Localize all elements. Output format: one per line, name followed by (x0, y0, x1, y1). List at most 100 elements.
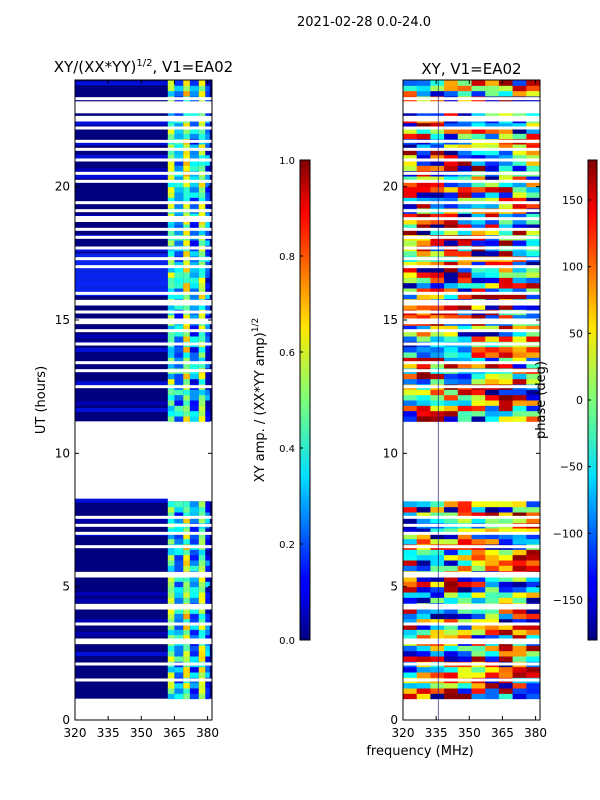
phase-cell (512, 128, 527, 134)
phase-cell (512, 693, 527, 700)
phase-cell (416, 554, 431, 561)
amplitude-cell (198, 645, 206, 652)
phase-cell (430, 410, 445, 417)
phase-cell (403, 688, 418, 694)
amplitude-cell (205, 560, 210, 566)
phase-cell (471, 400, 486, 406)
amplitude-cell (167, 240, 175, 246)
y-tick-label: 0 (62, 713, 70, 727)
amplitude-cell (174, 389, 184, 396)
phase-cell (403, 576, 418, 582)
amplitude-colorbar-label: XY amp. / (XX*YY amp)1/2 (251, 318, 268, 482)
phase-cell (471, 581, 486, 588)
phase-cell (403, 229, 418, 236)
phase-cell (471, 314, 486, 321)
phase-cell (498, 85, 514, 92)
phase-cell (526, 266, 540, 273)
phase-cell (526, 666, 540, 673)
phase-colorbar-label: phase (deg) (534, 361, 549, 439)
phase-cell (498, 672, 514, 678)
amplitude-cell (198, 581, 206, 588)
phase-cell (430, 181, 445, 188)
phase-cell (485, 192, 500, 198)
amplitude-cell (183, 656, 190, 662)
phase-cell (457, 512, 472, 518)
phase-cell (457, 346, 472, 353)
amplitude-cell (174, 656, 184, 662)
phase-cell (512, 378, 527, 385)
phase-cell (444, 277, 459, 284)
phase-cell (485, 400, 500, 406)
flagged-row (75, 216, 212, 222)
flagged-row (403, 638, 540, 642)
phase-cell (444, 202, 459, 209)
phase-cell (416, 528, 431, 534)
amplitude-cell (174, 618, 184, 625)
phase-cell (457, 330, 472, 337)
phase-cell (512, 554, 527, 561)
phase-cell (403, 314, 418, 321)
flagged-row (75, 385, 212, 389)
phase-cell (471, 144, 486, 150)
phase-cell (444, 597, 459, 604)
phase-cell (430, 597, 445, 604)
phase-cell (444, 693, 459, 700)
phase-cell (416, 288, 431, 294)
amplitude-cell (189, 565, 199, 572)
phase-cell (457, 400, 472, 406)
phase-cell (457, 650, 472, 657)
amplitude-cell (198, 560, 206, 566)
amplitude-cell (205, 506, 210, 513)
amplitude-cell (205, 314, 210, 321)
amplitude-cell (198, 517, 206, 524)
phase-cell (430, 352, 445, 358)
phase-cell (498, 362, 514, 369)
phase-cell (444, 192, 459, 198)
amplitude-cell (205, 122, 210, 129)
amplitude-cell (205, 304, 210, 310)
amplitude-cell (174, 261, 184, 268)
amplitude-cell (167, 133, 175, 140)
phase-cell (403, 336, 418, 342)
amplitude-cell (189, 389, 199, 396)
amplitude-cell (183, 352, 190, 358)
phase-cell (526, 282, 540, 289)
phase-cell (471, 122, 486, 129)
phase-cell (512, 90, 527, 97)
amplitude-cell (205, 186, 210, 193)
amplitude-cell (189, 240, 199, 246)
phase-cell (403, 128, 418, 134)
phase-cell (498, 517, 514, 524)
phase-cell (526, 400, 540, 406)
amplitude-cell (174, 512, 184, 518)
amplitude-cell (205, 90, 210, 97)
amplitude-cell (174, 613, 184, 620)
phase-cell (457, 197, 472, 204)
flagged-row (403, 606, 540, 610)
amplitude-cell (174, 229, 184, 236)
phase-cell (512, 229, 527, 236)
phase-cell (498, 592, 514, 598)
amplitude-cell (205, 586, 210, 593)
phase-cell (485, 224, 500, 230)
amplitude-cell (189, 128, 199, 134)
amplitude-cell (205, 618, 210, 625)
amplitude-cell (205, 650, 210, 657)
phase-cell (485, 293, 500, 300)
phase-cell (526, 261, 540, 268)
phase-cell (526, 592, 540, 598)
amplitude-cell (189, 160, 199, 166)
phase-cell (471, 250, 486, 257)
amplitude-cell (189, 272, 199, 278)
amplitude-cell (198, 656, 206, 662)
amplitude-cell (174, 608, 184, 614)
amplitude-cell (174, 224, 184, 230)
phase-cell (498, 506, 514, 513)
amplitude-cell (174, 586, 184, 593)
flagged-row (75, 299, 212, 303)
phase-cell (457, 192, 472, 198)
flagged-row (75, 638, 212, 642)
phase-cell (471, 533, 486, 540)
phase-cell (416, 346, 431, 353)
phase-cell (485, 645, 500, 652)
